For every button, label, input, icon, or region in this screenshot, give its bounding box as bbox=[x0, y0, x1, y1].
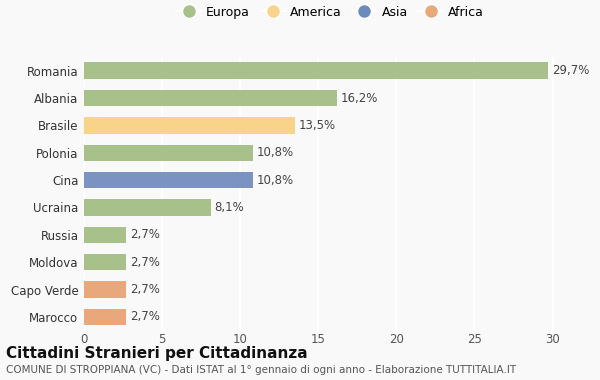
Text: Cittadini Stranieri per Cittadinanza: Cittadini Stranieri per Cittadinanza bbox=[6, 346, 308, 361]
Bar bbox=[84, 254, 126, 271]
Bar bbox=[84, 117, 295, 134]
Text: 16,2%: 16,2% bbox=[341, 92, 379, 105]
Text: 2,7%: 2,7% bbox=[130, 256, 160, 269]
Text: 8,1%: 8,1% bbox=[214, 201, 244, 214]
Text: COMUNE DI STROPPIANA (VC) - Dati ISTAT al 1° gennaio di ogni anno - Elaborazione: COMUNE DI STROPPIANA (VC) - Dati ISTAT a… bbox=[6, 365, 516, 375]
Text: 13,5%: 13,5% bbox=[299, 119, 336, 132]
Bar bbox=[84, 226, 126, 243]
Bar bbox=[84, 62, 548, 79]
Bar bbox=[84, 281, 126, 298]
Text: 2,7%: 2,7% bbox=[130, 228, 160, 241]
Legend: Europa, America, Asia, Africa: Europa, America, Asia, Africa bbox=[173, 3, 487, 21]
Text: 29,7%: 29,7% bbox=[552, 64, 589, 77]
Text: 10,8%: 10,8% bbox=[257, 174, 294, 187]
Bar bbox=[84, 309, 126, 325]
Bar bbox=[84, 199, 211, 216]
Bar bbox=[84, 172, 253, 188]
Bar bbox=[84, 90, 337, 106]
Text: 2,7%: 2,7% bbox=[130, 310, 160, 323]
Text: 2,7%: 2,7% bbox=[130, 283, 160, 296]
Bar bbox=[84, 144, 253, 161]
Text: 10,8%: 10,8% bbox=[257, 146, 294, 159]
